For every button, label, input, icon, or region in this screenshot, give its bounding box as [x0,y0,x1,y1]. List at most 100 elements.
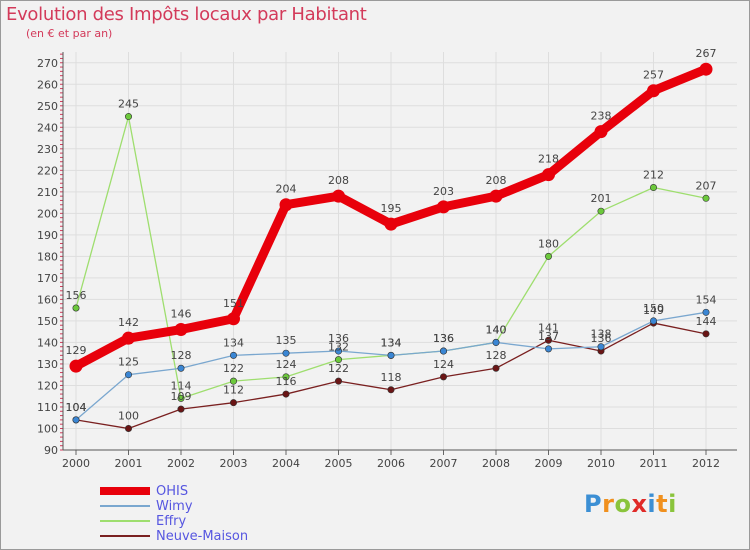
legend-item-ohis[interactable]: OHIS [100,484,320,499]
data-label-neuve-maison: 141 [538,321,559,334]
data-point-ohis [489,189,503,203]
data-label-neuve-maison: 149 [643,304,664,317]
legend: OHIS Wimy Effry Neuve-Maison [100,484,320,544]
data-point-ohis [647,84,660,98]
data-point-ohis [69,359,83,373]
data-point-neuve-maison [282,390,290,398]
data-point-wimy [334,347,342,355]
data-point-ohis [332,189,345,203]
data-point-effry [334,356,342,364]
data-label-wimy: 136 [328,332,349,345]
x-tick-label: 2005 [325,457,353,470]
data-point-wimy [177,364,185,372]
y-tick-label: 180 [37,250,58,263]
logo-letter: o [614,490,632,518]
data-label-ohis: 146 [171,308,192,321]
data-point-effry [544,252,552,260]
x-tick-label: 2010 [587,457,615,470]
data-label-effry: 140 [486,323,507,336]
y-tick-label: 110 [37,401,58,414]
y-tick-label: 250 [37,100,58,113]
logo-letter: i [668,490,677,518]
data-point-ohis [437,200,450,214]
data-label-neuve-maison: 144 [696,315,717,328]
data-label-neuve-maison: 112 [223,384,244,397]
data-label-ohis: 142 [118,316,139,329]
logo-letter: x [631,490,648,518]
data-label-wimy: 128 [171,349,192,362]
y-tick-label: 160 [37,293,58,306]
plot-area [63,52,737,450]
data-label-wimy: 138 [591,328,612,341]
data-label-neuve-maison: 116 [276,375,297,388]
logo-letter: r [602,490,615,518]
legend-item-effry[interactable]: Effry [100,514,320,529]
logo-letter: t [656,490,669,518]
data-label-neuve-maison: 124 [433,358,454,371]
y-tick-label: 270 [37,57,58,70]
data-label-ohis: 151 [223,297,244,310]
data-point-neuve-maison [334,377,342,385]
x-tick-label: 2007 [430,457,458,470]
data-point-wimy [702,308,710,316]
data-point-wimy [597,343,605,351]
legend-swatch-ohis [100,487,150,495]
data-point-neuve-maison [439,373,447,381]
x-tick-label: 2002 [167,457,195,470]
data-label-wimy: 135 [276,334,297,347]
data-label-effry: 132 [328,341,349,354]
y-tick-label: 190 [37,229,58,242]
legend-item-wimy[interactable]: Wimy [100,499,320,514]
legend-label-effry: Effry [156,514,187,529]
data-label-wimy: 136 [433,332,454,345]
data-point-wimy [492,338,500,346]
data-point-wimy [649,317,657,325]
data-label-ohis: 195 [381,202,402,215]
data-point-ohis [227,312,240,326]
data-point-neuve-maison [387,386,395,394]
data-label-wimy: 134 [223,336,244,349]
data-label-ohis: 208 [328,174,349,187]
data-label-wimy: 104 [66,401,87,414]
x-tick-label: 2009 [535,457,563,470]
y-tick-label: 100 [37,422,58,435]
proxiti-logo[interactable]: Proxiti [584,490,677,518]
data-point-neuve-maison [544,336,552,344]
x-tick-label: 2001 [115,457,143,470]
legend-item-neuve-maison[interactable]: Neuve-Maison [100,529,320,544]
data-point-wimy [230,351,238,359]
data-point-effry [702,194,710,202]
data-label-neuve-maison: 136 [591,332,612,345]
data-label-effry: 122 [223,362,244,375]
data-label-wimy: 140 [486,323,507,336]
x-tick-label: 2003 [220,457,248,470]
x-tick-label: 2012 [692,457,720,470]
y-tick-label: 140 [37,336,58,349]
data-label-effry: 156 [66,289,87,302]
data-point-ohis [384,217,398,231]
data-label-wimy: 154 [696,293,717,306]
data-label-ohis: 218 [538,153,559,166]
y-tick-label: 260 [37,78,58,91]
y-tick-label: 150 [37,315,58,328]
chart-subtitle: (en € et par an) [26,27,113,40]
data-point-ohis [699,62,713,76]
data-label-neuve-maison: 100 [118,409,139,422]
data-label-neuve-maison: 122 [328,362,349,375]
data-point-ohis [174,323,188,337]
legend-label-wimy: Wimy [156,499,193,514]
data-label-ohis: 238 [591,110,612,123]
data-label-ohis: 267 [696,47,717,60]
data-label-wimy: 125 [118,356,139,369]
x-tick-label: 2004 [272,457,300,470]
data-point-neuve-maison [230,399,238,407]
data-point-wimy [125,371,133,379]
data-point-wimy [544,345,552,353]
data-point-neuve-maison [492,364,500,372]
data-label-effry: 180 [538,237,559,250]
data-label-effry: 124 [276,358,297,371]
data-point-effry [597,207,605,215]
data-label-effry: 114 [171,379,192,392]
data-label-effry: 201 [591,192,612,205]
